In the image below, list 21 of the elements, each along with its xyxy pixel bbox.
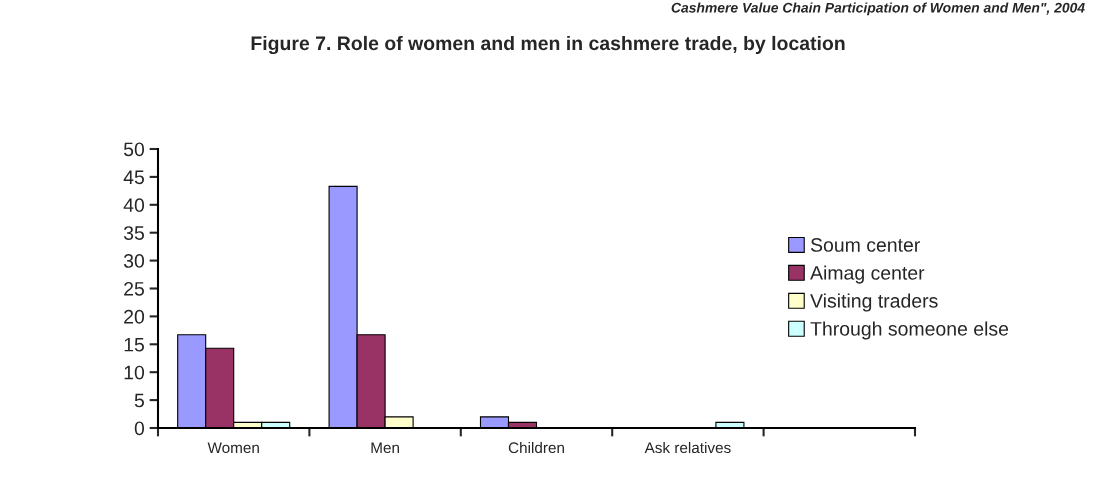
x-tick-label: Children	[508, 441, 564, 454]
y-tick-label: 5	[134, 393, 144, 408]
legend-label: Through someone else	[810, 321, 1009, 340]
y-tick-label: 30	[123, 254, 145, 268]
y-tick-label: 0	[134, 421, 145, 436]
x-tick-label: Women	[207, 442, 259, 454]
legend-label: Aimag center	[810, 265, 925, 284]
y-tick-label: 50	[123, 142, 145, 157]
y-tick-label: 10	[124, 365, 145, 380]
x-tick-label: Men	[371, 442, 399, 454]
legend-label: Visiting traders	[810, 293, 938, 312]
chart-title: Figure 7. Role of women and men in cashmere trade, by location	[251, 35, 845, 55]
y-tick-label: 45	[123, 170, 144, 185]
x-tick-label: Ask relatives	[644, 441, 731, 454]
y-tick-label: 15	[124, 337, 144, 352]
text: Cashmere Value Chain Participation of Women and Men", 2004	[671, 2, 1085, 16]
y-tick-label: 25	[124, 281, 144, 296]
y-tick-label: 35	[123, 226, 144, 240]
legend-label: Soum center	[810, 238, 920, 252]
y-tick-label: 40	[123, 198, 145, 213]
y-tick-label: 20	[124, 309, 145, 324]
